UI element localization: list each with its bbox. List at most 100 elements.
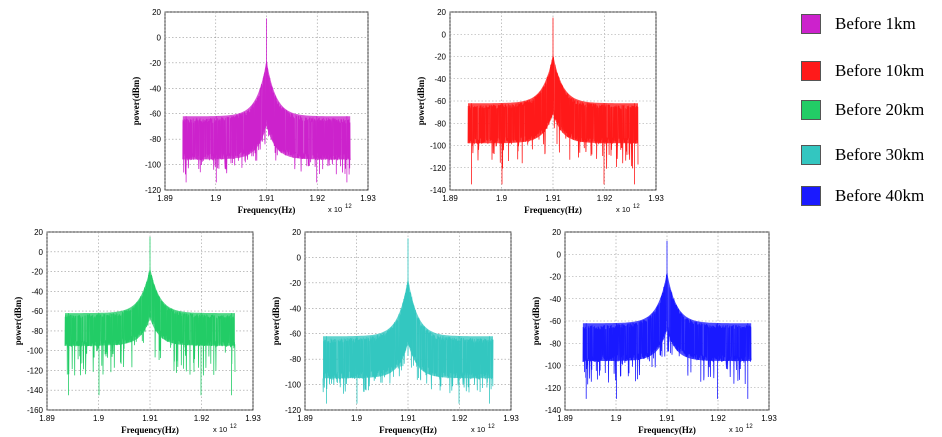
y-tick-label: -100: [430, 142, 447, 151]
y-tick-label: -40: [549, 295, 561, 304]
x-scale-label: x 10: [471, 425, 485, 434]
x-scale-label: x 10: [328, 205, 342, 214]
y-tick-label: 20: [292, 228, 301, 237]
legend-label: Before 30km: [835, 145, 925, 164]
y-tick-label: -40: [434, 75, 446, 84]
y-tick-label: -40: [149, 84, 161, 93]
y-tick-label: -100: [145, 161, 162, 170]
y-tick-label: -120: [145, 186, 162, 195]
x-scale-exponent: 12: [488, 424, 495, 430]
y-tick-label: -120: [430, 164, 447, 173]
spectrum-band: [468, 54, 638, 144]
legend-swatch: [801, 100, 821, 120]
legend-item-20km: Before 20km: [801, 98, 924, 122]
y-tick-label: -80: [149, 135, 161, 144]
x-tick-label: 1.89: [442, 194, 458, 203]
x-tick-label: 1.93: [360, 194, 376, 203]
x-tick-label: 1.91: [545, 194, 561, 203]
y-tick-label: 0: [557, 250, 562, 259]
x-tick-label: 1.92: [452, 414, 468, 423]
x-scale-exponent: 12: [633, 204, 640, 210]
legend-label: Before 10km: [835, 61, 925, 80]
x-tick-label: 1.91: [259, 194, 275, 203]
x-tick-label: 1.89: [39, 414, 55, 423]
y-tick-label: 20: [152, 8, 161, 17]
y-tick-label: 0: [39, 248, 44, 257]
y-tick-label: -100: [27, 347, 44, 356]
y-tick-label: -60: [289, 330, 301, 339]
x-scale-exponent: 12: [746, 424, 753, 430]
y-tick-label: -20: [434, 53, 446, 62]
x-tick-label: 1.92: [194, 414, 210, 423]
y-tick-label: 20: [437, 8, 446, 17]
x-axis-label: Frequency(Hz): [379, 425, 437, 435]
y-axis-label: power(dBm): [13, 297, 23, 346]
y-tick-label: 0: [297, 253, 302, 262]
x-tick-label: 1.89: [557, 414, 573, 423]
x-axis-label: Frequency(Hz): [121, 425, 179, 435]
x-tick-label: 1.9: [93, 414, 105, 423]
x-tick-label: 1.89: [157, 194, 173, 203]
x-scale-exponent: 12: [345, 204, 352, 210]
x-tick-label: 1.93: [648, 194, 664, 203]
spectrum-band: [323, 277, 493, 379]
y-axis-label: power(dBm): [271, 297, 281, 346]
legend-item-40km: Before 40km: [801, 184, 924, 208]
legend-item-1km: Before 1km: [801, 12, 916, 36]
y-tick-label: -40: [289, 304, 301, 313]
y-tick-label: -140: [545, 406, 562, 415]
y-tick-label: -60: [549, 317, 561, 326]
legend-label: Before 20km: [835, 100, 925, 119]
y-tick-label: -60: [31, 307, 43, 316]
x-scale-label: x 10: [616, 205, 630, 214]
x-tick-label: 1.93: [503, 414, 519, 423]
x-axis-label: Frequency(Hz): [524, 205, 582, 215]
y-tick-label: -100: [285, 381, 302, 390]
y-tick-label: -20: [549, 273, 561, 282]
y-tick-label: -140: [27, 386, 44, 395]
y-tick-label: 20: [34, 228, 43, 237]
x-scale-label: x 10: [213, 425, 227, 434]
x-tick-label: 1.9: [610, 414, 622, 423]
x-tick-label: 1.91: [659, 414, 675, 423]
x-tick-label: 1.92: [309, 194, 325, 203]
y-tick-label: -80: [434, 119, 446, 128]
legend-swatch: [801, 61, 821, 81]
x-tick-label: 1.9: [351, 414, 363, 423]
x-tick-label: 1.9: [496, 194, 508, 203]
x-scale-label: x 10: [729, 425, 743, 434]
x-tick-label: 1.91: [142, 414, 158, 423]
legend-label: Before 40km: [835, 186, 925, 205]
y-tick-label: 20: [552, 228, 561, 237]
y-tick-label: -140: [430, 186, 447, 195]
x-tick-label: 1.92: [710, 414, 726, 423]
x-scale-exponent: 12: [230, 424, 237, 430]
y-tick-label: -160: [27, 406, 44, 415]
y-tick-label: -80: [31, 327, 43, 336]
legend-label: Before 1km: [835, 14, 916, 33]
y-tick-label: -120: [545, 384, 562, 393]
spectrum-band: [582, 272, 752, 361]
y-tick-label: -80: [549, 339, 561, 348]
y-tick-label: -120: [27, 366, 44, 375]
spectrum-band: [182, 60, 351, 160]
spectrum-band: [65, 267, 235, 346]
x-tick-label: 1.89: [297, 414, 313, 423]
y-axis-label: power(dBm): [131, 77, 141, 126]
y-tick-label: -60: [434, 97, 446, 106]
y-tick-label: -20: [31, 268, 43, 277]
x-axis-label: Frequency(Hz): [238, 205, 296, 215]
y-tick-label: 0: [157, 33, 162, 42]
y-tick-label: -20: [149, 59, 161, 68]
y-tick-label: 0: [442, 30, 447, 39]
x-tick-label: 1.93: [761, 414, 777, 423]
legend-swatch: [801, 14, 821, 34]
legend-item-30km: Before 30km: [801, 143, 924, 167]
legend-swatch: [801, 145, 821, 165]
